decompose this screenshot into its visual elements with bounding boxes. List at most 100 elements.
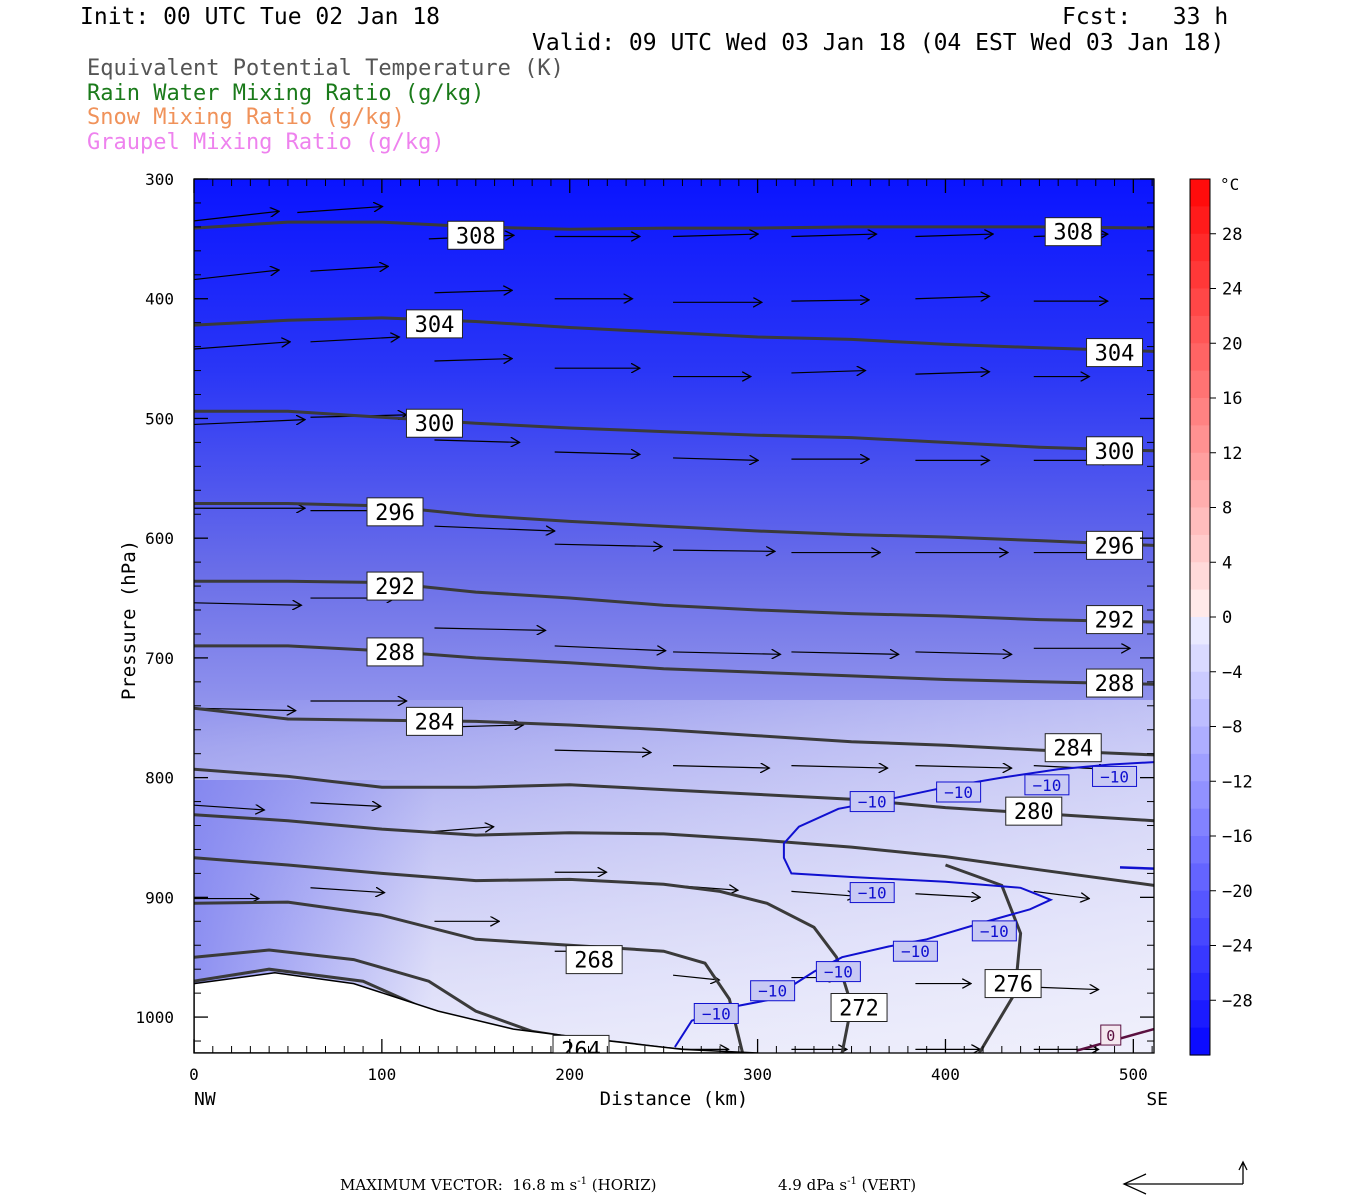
colorbar-tick-label: −8 — [1222, 718, 1242, 738]
theta-e-label: 284 — [1053, 737, 1093, 762]
wind-vector — [554, 645, 666, 651]
isotherm-label: −10 — [824, 963, 853, 982]
isotherm-label: −10 — [901, 942, 930, 961]
theta-e-label-box — [984, 969, 1042, 999]
wind-vector — [673, 550, 775, 551]
wind-vector — [194, 603, 301, 605]
theta-e-contour — [194, 813, 1154, 887]
theta-e-label: 264 — [561, 1038, 601, 1063]
theta-e-contour — [944, 863, 1023, 1053]
colorbar-swatch — [1190, 726, 1210, 755]
y-tick-label: 800 — [145, 769, 174, 788]
colorbar-swatch — [1190, 315, 1210, 344]
theta-e-label: 284 — [415, 710, 455, 735]
theta-e-contour — [194, 706, 1154, 757]
isotherm-label: −10 — [944, 783, 973, 802]
wind-vector — [915, 372, 989, 374]
theta-e-contour — [194, 767, 1154, 823]
theta-e-label-box — [565, 945, 623, 975]
wind-vector — [434, 827, 493, 832]
wind-vector — [673, 766, 769, 768]
y-tick-label: 300 — [145, 170, 174, 189]
theta-e-label-box — [1086, 338, 1144, 368]
plot-frame — [193, 178, 1155, 1054]
colorbar-swatch — [1190, 179, 1210, 207]
colorbar-swatch — [1190, 452, 1210, 481]
wind-vector — [310, 266, 388, 271]
colorbar-tick-label: 16 — [1222, 389, 1242, 409]
wind-vector — [554, 750, 651, 752]
y-tick-label: 400 — [145, 290, 174, 309]
isotherm-label: −10 — [758, 982, 787, 1001]
wind-vector — [672, 975, 719, 980]
wind-vector — [673, 458, 758, 460]
wind-vector — [297, 207, 382, 214]
theta-e-labels: 308 308 304 304 300 300 296 296 292 292 288 288 284 2… — [366, 217, 1144, 1063]
theta-e-label-box — [1086, 668, 1144, 698]
isotherm-label: −10 — [702, 1004, 731, 1023]
wind-vector — [791, 891, 856, 896]
theta-e-label-box — [447, 220, 505, 250]
theta-e-label-box — [405, 309, 463, 339]
isotherm-label-box — [750, 980, 796, 1002]
x-tick-label: 500 — [1119, 1065, 1148, 1084]
isotherm-label: −10 — [858, 884, 887, 903]
isotherm-label: −10 — [980, 922, 1009, 941]
wind-vector — [915, 894, 980, 898]
wind-vector — [915, 652, 1011, 654]
theta-e-label: 288 — [375, 641, 415, 666]
isotherm-zero-label: 0 — [1106, 1027, 1115, 1045]
wind-vector — [310, 803, 380, 807]
theta-e-label-box — [1086, 605, 1144, 635]
isotherm-label-box — [936, 781, 982, 803]
wind-vector — [310, 337, 399, 342]
colorbar-swatch — [1190, 644, 1210, 673]
x-tick-label: 0 — [189, 1065, 199, 1084]
wind-vector — [194, 342, 290, 350]
wind-vector — [434, 440, 519, 442]
x-axis-label: Distance (km) — [600, 1088, 749, 1110]
axes: 300 400 500 600 700 800 900 1000 0 100 200 300 400 50… — [135, 170, 1154, 1084]
colorbar-tick-label: 24 — [1222, 280, 1242, 300]
isotherm-label: −10 — [1032, 776, 1061, 795]
theta-e-label-box — [366, 571, 424, 601]
field-label-snow: Snow Mixing Ratio (g/kg) — [87, 105, 405, 130]
x-tick-label: 200 — [555, 1065, 584, 1084]
colorbar-swatch — [1190, 261, 1210, 290]
colorbar-swatch — [1190, 617, 1210, 645]
theta-e-label: 296 — [1095, 534, 1135, 559]
colorbar-swatch — [1190, 206, 1210, 235]
horiz-max: 16.8 m s — [512, 1176, 578, 1194]
colorbar-swatch — [1190, 370, 1210, 399]
theta-e-label: 292 — [375, 575, 415, 600]
isotherm-minus10 — [674, 761, 1154, 1048]
wind-vector — [194, 805, 264, 810]
wind-vector — [554, 544, 662, 546]
theta-e-contour — [194, 644, 1154, 686]
reference-vector-icon — [1122, 1160, 1248, 1195]
theta-e-label: 276 — [993, 973, 1033, 998]
colorbar-tick-label: −16 — [1222, 827, 1253, 847]
vert-max-label: 4.9 dPa s-1 (VERT) — [778, 1176, 917, 1194]
theta-e-label: 308 — [1053, 221, 1093, 246]
forecast-hour: Fcst: 33 h — [1062, 4, 1229, 30]
y-tick-label: 600 — [145, 529, 174, 548]
wind-vector — [791, 766, 887, 768]
isotherm-label-box — [693, 1002, 739, 1024]
y-tick-label: 1000 — [135, 1008, 174, 1027]
theta-e-label: 296 — [375, 501, 415, 526]
isotherm-zero-label-box — [1100, 1024, 1122, 1046]
theta-e-label-box — [405, 408, 463, 438]
colorbar: 28 24 20 16 12 8 4 0 −4 −8 −12 −16 −20 −24 −28 — [1189, 178, 1253, 1056]
se-endpoint: SE — [1146, 1089, 1168, 1110]
wind-vector — [791, 371, 865, 373]
y-tick-label: 700 — [145, 649, 174, 668]
isotherm-label-box — [1092, 765, 1138, 787]
colorbar-tick-label: −12 — [1222, 772, 1253, 792]
isotherm-label-box — [1024, 774, 1070, 796]
theta-e-label-box — [1086, 436, 1144, 466]
theta-e-label-box — [1044, 733, 1102, 763]
isotherm-label-box — [849, 791, 895, 813]
colorbar-tick-label: 0 — [1222, 608, 1232, 628]
